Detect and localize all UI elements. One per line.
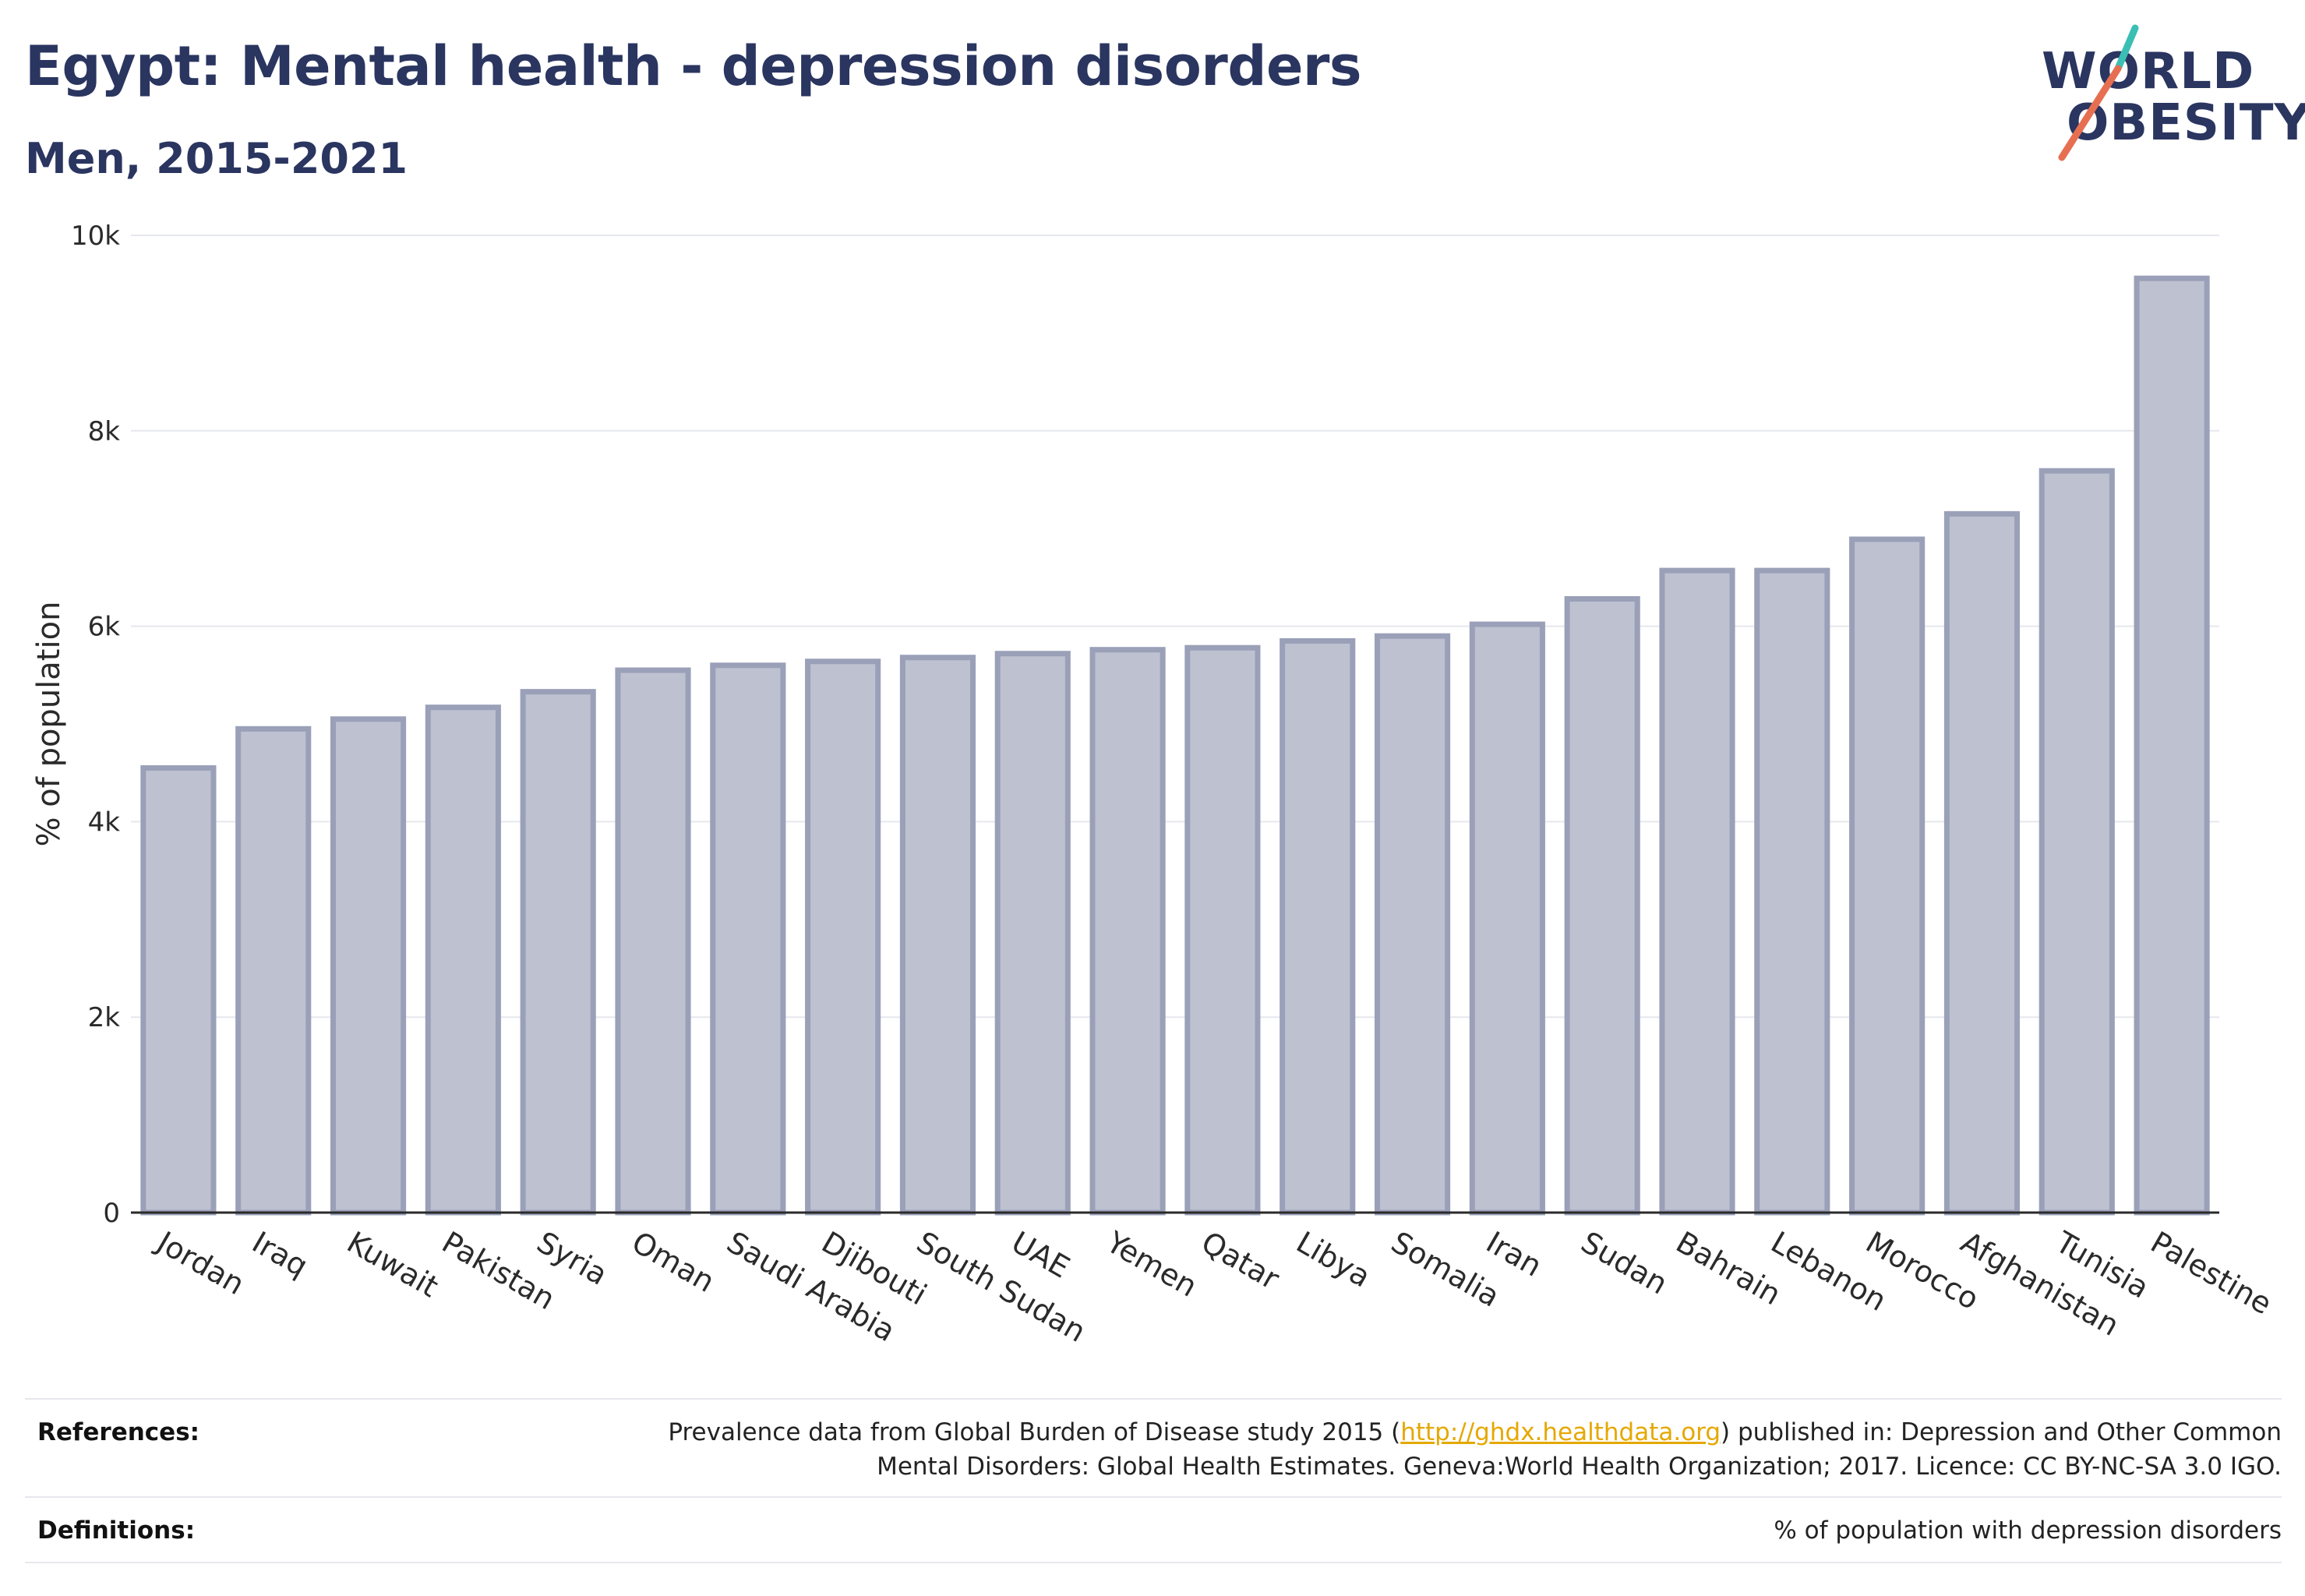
bar-morocco[interactable]	[1849, 536, 1926, 1216]
bar-djibouti[interactable]	[805, 659, 881, 1216]
bar-iraq[interactable]	[235, 726, 312, 1216]
references-label: References:	[37, 1418, 200, 1446]
y-tick-label: 4k	[88, 807, 121, 838]
x-tick-label: Sudan	[1576, 1225, 1674, 1301]
bar-somalia[interactable]	[1374, 633, 1451, 1216]
footer-divider-bottom	[25, 1562, 2282, 1563]
x-tick-label: Palestine	[2145, 1225, 2278, 1322]
y-tick-label: 10k	[71, 221, 120, 252]
x-tick-label: Libya	[1290, 1225, 1376, 1294]
bar-sudan[interactable]	[1564, 595, 1640, 1216]
x-tick-label: Kuwait	[341, 1225, 444, 1305]
references-text-after: ) published in: Depression and Other Com…	[1721, 1418, 2282, 1446]
bar-libya[interactable]	[1280, 637, 1356, 1216]
bar-syria[interactable]	[520, 689, 596, 1216]
bars	[140, 275, 2210, 1216]
bar-qatar[interactable]	[1184, 644, 1261, 1216]
bar-jordan[interactable]	[140, 764, 217, 1216]
x-tick-label: Iran	[1481, 1225, 1548, 1284]
y-tick-label: 6k	[88, 612, 121, 643]
footer-divider-middle	[25, 1496, 2282, 1498]
bar-oman[interactable]	[615, 667, 691, 1216]
bar-saudi-arabia[interactable]	[710, 662, 786, 1216]
bar-iran[interactable]	[1469, 621, 1545, 1216]
bar-tunisia[interactable]	[2038, 468, 2115, 1216]
bar-bahrain[interactable]	[1659, 567, 1735, 1216]
bar-palestine[interactable]	[2134, 275, 2210, 1216]
bar-kuwait[interactable]	[330, 716, 407, 1216]
references-text-before: Prevalence data from Global Burden of Di…	[668, 1418, 1401, 1446]
definitions-section: Definitions: % of population with depres…	[25, 1507, 2282, 1562]
y-axis-label: % of population	[31, 602, 67, 847]
chart-title: Egypt: Mental health - depression disord…	[25, 34, 1362, 98]
logo-slash-icon	[2058, 24, 2139, 161]
bar-yemen[interactable]	[1089, 647, 1166, 1216]
x-tick-label: Jordan	[150, 1224, 250, 1302]
references-link[interactable]: http://ghdx.healthdata.org	[1400, 1418, 1721, 1446]
x-tick-label: South Sudan	[911, 1225, 1092, 1349]
bar-south-sudan[interactable]	[899, 655, 976, 1216]
world-obesity-logo: WORLD OBESITY	[2042, 23, 2305, 164]
x-tick-label: Qatar	[1195, 1225, 1285, 1297]
chart-subtitle: Men, 2015-2021	[25, 134, 408, 183]
references-section: References: Prevalence data from Global …	[25, 1409, 2282, 1495]
logo-line2: OBESITY	[2067, 94, 2305, 152]
x-tick-label: Somalia	[1385, 1225, 1505, 1314]
x-tick-label: Oman	[627, 1225, 721, 1299]
y-tick-label: 2k	[88, 1002, 121, 1033]
y-axis-ticks: 0 2k 4k 6k 8k 10k	[71, 221, 120, 1229]
y-tick-label: 8k	[88, 416, 121, 447]
definitions-label: Definitions:	[37, 1517, 196, 1545]
x-tick-label: Bahrain	[1671, 1225, 1787, 1312]
references-text-line2: Mental Disorders: Global Health Estimate…	[877, 1453, 2282, 1481]
logo-line1: WORLD	[2042, 43, 2255, 101]
bar-afghanistan[interactable]	[1943, 510, 2021, 1216]
x-tick-label: Iraq	[246, 1225, 313, 1284]
references-text: Prevalence data from Global Burden of Di…	[668, 1415, 2282, 1484]
y-tick-label: 0	[103, 1198, 120, 1229]
bar-pakistan[interactable]	[425, 704, 501, 1216]
x-tick-label: Yemen	[1100, 1224, 1203, 1304]
definitions-text: % of population with depression disorder…	[1774, 1517, 2282, 1545]
footer-divider-top	[25, 1398, 2282, 1400]
bar-uae[interactable]	[994, 651, 1071, 1216]
bar-lebanon[interactable]	[1754, 567, 1830, 1216]
